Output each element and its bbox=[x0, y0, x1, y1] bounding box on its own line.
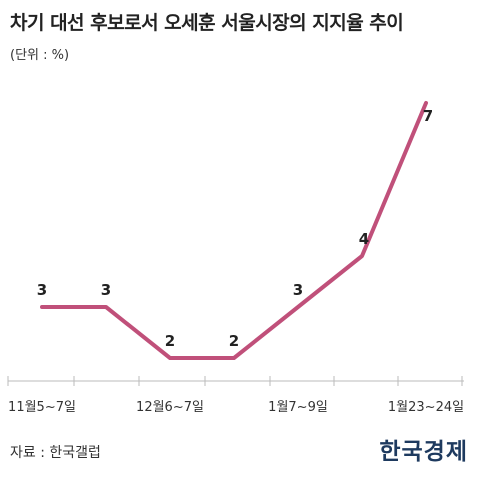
data-label: 7 bbox=[423, 107, 433, 125]
publisher-logo: 한국경제 bbox=[379, 438, 468, 465]
data-label: 3 bbox=[101, 281, 111, 299]
x-tick-label: 11월5~7일 bbox=[8, 400, 76, 415]
source-note: 자료 : 한국갤럽 bbox=[10, 445, 101, 461]
data-label: 2 bbox=[229, 332, 239, 350]
unit-label: (단위 : %) bbox=[10, 48, 70, 63]
series-line bbox=[40, 101, 428, 360]
data-label: 4 bbox=[359, 230, 369, 248]
x-tick-label: 12월6~7일 bbox=[136, 400, 204, 415]
data-label: 2 bbox=[165, 332, 175, 350]
chart-title: 차기 대선 후보로서 오세훈 서울시장의 지지율 추이 bbox=[10, 12, 404, 34]
x-tick-label: 1월23~24일 bbox=[388, 400, 464, 415]
data-label: 3 bbox=[37, 281, 47, 299]
x-tick-label: 1월7~9일 bbox=[268, 400, 328, 415]
data-label: 3 bbox=[293, 281, 303, 299]
